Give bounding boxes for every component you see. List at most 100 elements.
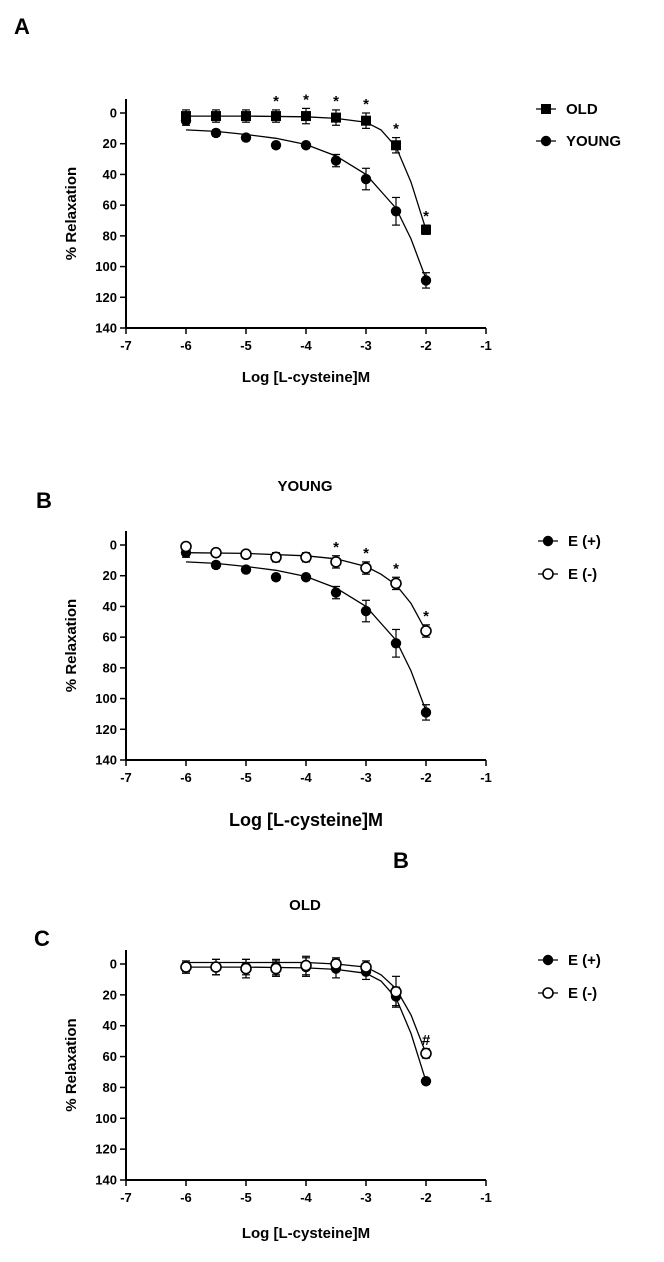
data-point xyxy=(270,962,282,975)
series-1: YOUNG xyxy=(180,115,621,289)
x-tick-label: -3 xyxy=(360,338,372,353)
data-point xyxy=(210,546,222,559)
x-tick-label: -2 xyxy=(420,770,432,785)
x-axis-label: Log [L-cysteine]M xyxy=(242,1225,370,1242)
chart-title: OLD xyxy=(289,897,321,914)
data-point xyxy=(240,564,252,575)
y-tick-label: 120 xyxy=(95,1142,117,1157)
x-tick-label: -5 xyxy=(240,770,252,785)
y-axis-label: % Relaxation xyxy=(63,599,80,692)
x-tick-label: -6 xyxy=(180,770,192,785)
legend-marker xyxy=(541,104,551,114)
data-point xyxy=(180,540,192,553)
series-1: * * * * E (-) xyxy=(180,539,597,638)
y-tick-label: 60 xyxy=(103,198,117,213)
y-tick-label: 100 xyxy=(95,259,117,274)
data-point xyxy=(240,132,252,143)
y-tick-label: 40 xyxy=(103,1018,117,1033)
significance-annotation: # xyxy=(422,1032,431,1049)
data-point xyxy=(420,625,432,637)
series-1: # E (-) xyxy=(180,955,597,1060)
fit-curve xyxy=(185,129,427,280)
x-tick-label: -2 xyxy=(420,1190,432,1205)
significance-annotation: * xyxy=(303,91,309,108)
x-tick-label: -2 xyxy=(420,338,432,353)
y-tick-label: 60 xyxy=(103,630,117,645)
significance-annotation: * xyxy=(363,96,369,113)
legend-marker xyxy=(540,135,552,147)
data-point xyxy=(210,127,222,139)
data-point xyxy=(391,140,401,151)
x-axis-label: Log [L-cysteine]M xyxy=(229,810,383,830)
chart-title: YOUNG xyxy=(277,478,333,495)
y-tick-label: 80 xyxy=(103,660,117,675)
legend-label: OLD xyxy=(566,101,598,118)
panel-label: C xyxy=(34,926,50,951)
significance-annotation: * xyxy=(423,208,429,225)
series-0: E (+) xyxy=(180,533,601,721)
x-tick-label: -4 xyxy=(300,1190,312,1205)
legend-marker xyxy=(542,987,554,999)
data-point xyxy=(300,551,312,564)
data-point xyxy=(330,958,342,970)
data-point xyxy=(300,572,312,583)
data-point xyxy=(240,548,252,561)
data-point xyxy=(330,155,342,166)
data-point xyxy=(390,985,402,998)
x-tick-label: -4 xyxy=(300,770,312,785)
x-tick-label: -7 xyxy=(120,338,132,353)
y-tick-label: 0 xyxy=(110,106,117,121)
data-point xyxy=(300,140,312,151)
x-tick-label: -7 xyxy=(120,1190,132,1205)
data-point xyxy=(210,961,222,973)
data-point xyxy=(360,562,372,574)
y-tick-label: 100 xyxy=(95,1111,117,1126)
y-tick-label: 0 xyxy=(110,957,117,972)
data-point xyxy=(360,605,372,617)
panel-label: A xyxy=(14,14,30,39)
data-point xyxy=(270,572,282,583)
data-point xyxy=(390,206,402,217)
x-tick-label: -6 xyxy=(180,338,192,353)
data-point xyxy=(360,961,372,973)
data-point xyxy=(270,140,282,151)
significance-annotation: * xyxy=(273,93,279,110)
y-tick-label: 20 xyxy=(103,136,117,151)
y-tick-label: 140 xyxy=(95,321,117,336)
data-point xyxy=(330,587,342,598)
y-tick-label: 0 xyxy=(110,538,117,553)
x-tick-label: -1 xyxy=(480,770,492,785)
legend-label: E (+) xyxy=(568,952,601,969)
series-0: * * * * * * OLD xyxy=(181,91,598,235)
chart-a-plot: 0 20 40 60 80 100 120 140-7 -6 -5 -4 -3 -2 -1 % Relaxa… xyxy=(63,91,621,386)
data-point xyxy=(330,556,342,568)
chart-b-plot: 0 20 40 60 80 100 120 140-7 -6 -5 -4 -3 -2 -1 % Relaxa… xyxy=(63,531,601,830)
y-axis-label: % Relaxation xyxy=(63,167,80,260)
data-point xyxy=(240,962,252,975)
data-point xyxy=(420,1076,432,1087)
data-point xyxy=(331,112,341,123)
x-tick-label: -5 xyxy=(240,1190,252,1205)
y-tick-label: 40 xyxy=(103,167,117,182)
data-point xyxy=(270,551,282,564)
legend-marker xyxy=(542,568,554,580)
data-point xyxy=(420,1047,432,1060)
y-tick-label: 80 xyxy=(103,228,117,243)
x-tick-label: -7 xyxy=(120,770,132,785)
data-point xyxy=(360,173,372,185)
y-tick-label: 40 xyxy=(103,599,117,614)
data-point xyxy=(211,111,221,122)
significance-annotation: * xyxy=(393,560,399,577)
data-point xyxy=(421,224,431,235)
x-tick-label: -6 xyxy=(180,1190,192,1205)
significance-annotation: * xyxy=(363,545,369,562)
legend-label: E (-) xyxy=(568,566,597,583)
fit-curve xyxy=(186,966,427,1082)
legend-label: YOUNG xyxy=(566,133,621,150)
data-point xyxy=(180,115,192,126)
y-tick-label: 80 xyxy=(103,1080,117,1095)
data-point xyxy=(300,959,312,972)
data-point xyxy=(241,111,251,122)
legend-marker xyxy=(542,954,554,966)
